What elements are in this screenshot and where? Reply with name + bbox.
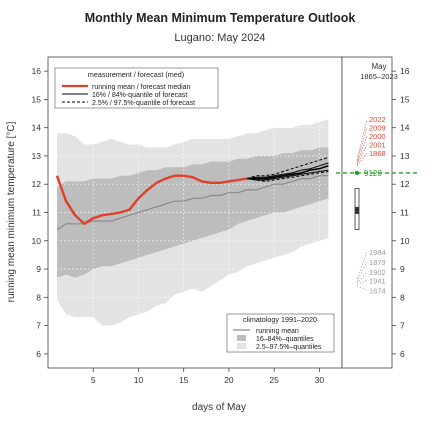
cold_years-label: 1984: [369, 248, 386, 257]
warm_years-label: 2001: [369, 141, 386, 150]
x-axis-label: days of May: [192, 402, 246, 413]
legend-climatology-label-2: 2.5–97.5%–quantiles: [256, 344, 322, 351]
chart-title: Monthly Mean Minimum Temperature Outlook: [85, 11, 356, 25]
x-tick-label: 10: [134, 375, 144, 385]
x-tick-label: 15: [179, 375, 189, 385]
legend-climatology-label-0: running mean: [256, 328, 299, 335]
legend-forecast-label-2: 2.5% / 97.5%-quantile of forecast: [92, 100, 195, 107]
x-tick-label: 5: [91, 375, 96, 385]
legend-forecast-box: [54, 67, 219, 109]
warm_years-label: 2022: [369, 115, 386, 124]
y-tick-label-right: 12: [400, 179, 410, 189]
box-inner: [355, 206, 359, 214]
current-value-label: 9120: [364, 169, 382, 178]
y-tick-label: 6: [36, 349, 41, 359]
y-tick-label-right: 6: [400, 349, 405, 359]
cold_years-label: 1874: [369, 286, 386, 295]
cold_years-label: 1941: [369, 276, 386, 285]
legend-forecast-label-0: running mean / forecast median: [92, 84, 191, 91]
y-axis-label: running mean minimum temperature [°C]: [6, 121, 17, 302]
legend-forecast-label-1: 16% / 84%-quantile of forecast: [92, 92, 187, 99]
legend-climatology-swatch-2: [237, 343, 246, 349]
legend-climatology-swatch-1: [237, 335, 246, 341]
warm_years-label: 2000: [369, 132, 386, 141]
y-tick-label: 7: [36, 321, 41, 331]
warm_years-label: 1868: [369, 149, 386, 158]
y-tick-label-right: 16: [400, 66, 410, 76]
warm_years-connector: [356, 119, 368, 161]
y-tick-label-right: 14: [400, 123, 410, 133]
y-tick-label: 9: [36, 264, 41, 274]
x-tick-label: 25: [269, 375, 279, 385]
y-tick-label: 8: [36, 292, 41, 302]
current-value-marker: [354, 170, 360, 176]
warm_years-connector: [356, 144, 368, 165]
cold_years-label: 1879: [369, 258, 386, 267]
forecast-84-line: [246, 162, 329, 180]
legend-climatology-title: climatology 1991–2020: [243, 315, 317, 324]
side-panel-title: May: [371, 62, 386, 71]
y-tick-label: 15: [32, 94, 42, 104]
y-tick-label: 13: [32, 151, 42, 161]
climatology-mean-line: [56, 175, 329, 231]
cold_years-connector: [356, 280, 368, 285]
cold_years-connector: [356, 271, 368, 284]
cold_years-label: 1902: [369, 268, 386, 277]
forecast-2.5-line: [246, 171, 329, 182]
y-tick-label: 12: [32, 179, 42, 189]
warm_years-connector: [356, 152, 368, 167]
x-tick-label: 20: [224, 375, 234, 385]
y-tick-label-right: 8: [400, 292, 405, 302]
y-tick-label-right: 13: [400, 151, 410, 161]
y-tick-label: 11: [32, 208, 41, 218]
legend-climatology-label-1: 16–84%–quantiles: [256, 336, 314, 343]
y-tick-label-right: 9: [400, 264, 405, 274]
x-tick-label: 30: [315, 375, 325, 385]
side-panel-subtitle: 1865–2023: [360, 72, 398, 81]
y-tick-label-right: 10: [400, 236, 410, 246]
y-tick-label-right: 11: [400, 208, 409, 218]
y-tick-label: 10: [32, 236, 42, 246]
legend-forecast-title: measurement / forecast (med): [88, 70, 184, 79]
chart-subtitle: Lugano: May 2024: [174, 32, 265, 44]
forecast-97.5-line: [246, 156, 329, 180]
warm_years-label: 2009: [369, 124, 386, 133]
y-tick-label: 14: [32, 123, 42, 133]
side-panel-frame: [341, 56, 393, 369]
forecast-median-line: [247, 165, 329, 180]
cold_years-connector: [356, 285, 368, 291]
forecast-16-line: [246, 169, 329, 181]
measurement-running-mean-line: [55, 174, 248, 226]
cold_years-connector: [356, 261, 368, 282]
y-tick-label-right: 15: [400, 94, 410, 104]
y-tick-label-right: 7: [400, 321, 405, 331]
y-tick-label: 16: [32, 66, 42, 76]
